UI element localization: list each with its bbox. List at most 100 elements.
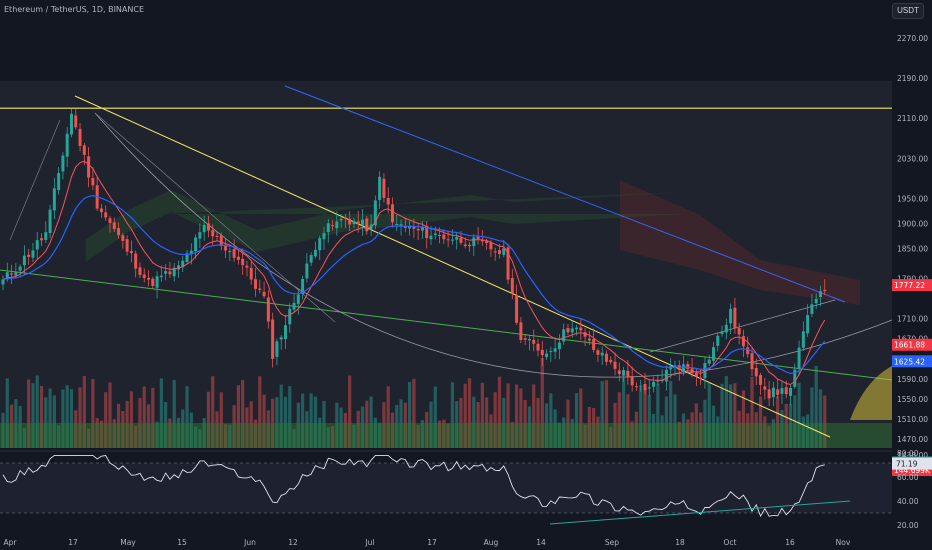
volume-bar: [35, 375, 39, 448]
candle-body: [151, 278, 155, 287]
volume-bar: [446, 423, 450, 448]
time-axis-label: 17: [427, 538, 437, 547]
rsi-tick-label: 20.00: [897, 521, 919, 530]
candle-body: [420, 227, 424, 231]
volume-bar: [489, 414, 493, 448]
candle-body: [164, 271, 168, 274]
volume-bar: [681, 413, 686, 448]
volume-bar: [65, 385, 69, 448]
time-axis-label: Jul: [364, 538, 374, 547]
candle-body: [348, 218, 352, 225]
volume-bar: [493, 392, 497, 448]
candle-body: [455, 236, 459, 240]
candle-body: [215, 235, 219, 238]
volume-bar: [360, 406, 365, 448]
volume-bar: [818, 389, 823, 448]
volume-bar: [823, 395, 827, 448]
volume-bar: [737, 410, 741, 448]
volume-bar: [810, 387, 814, 448]
candle-body: [575, 327, 579, 330]
candle-body: [643, 383, 647, 391]
time-axis-label: 16: [785, 538, 795, 547]
volume-bar: [617, 392, 621, 448]
volume-bar: [87, 428, 91, 448]
candle-body: [476, 236, 480, 239]
candle-body: [450, 239, 454, 241]
volume-bar: [313, 396, 318, 448]
volume-bar: [720, 383, 724, 448]
volume-bar: [271, 398, 275, 448]
volume-bar: [707, 382, 711, 448]
volume-bar: [579, 388, 583, 448]
volume-bar: [570, 418, 574, 448]
volume-bar: [562, 417, 566, 448]
candle-body: [429, 235, 433, 240]
candle-body: [35, 240, 39, 250]
volume-bar: [22, 428, 26, 448]
volume-bar: [408, 381, 412, 448]
volume-bar: [326, 427, 330, 448]
volume-bar: [806, 414, 810, 448]
volume-bar: [553, 409, 557, 448]
channel-line: [284, 85, 846, 303]
ema-slow-line: [2, 194, 826, 375]
candle-body: [540, 349, 544, 356]
candle-body: [125, 239, 129, 252]
volume-bar: [330, 426, 335, 448]
candle-body: [331, 225, 335, 227]
volume-bar: [275, 397, 279, 448]
volume-bar: [613, 402, 617, 448]
volume-bar: [660, 415, 664, 448]
volume-bar: [536, 398, 540, 448]
volume-bar: [151, 387, 155, 448]
candle-body: [515, 295, 519, 323]
candle-body: [91, 178, 95, 186]
volume-bar: [630, 421, 634, 448]
candle-body: [810, 304, 814, 314]
candle-body: [497, 250, 501, 254]
candle-body: [202, 224, 206, 233]
volume-bar: [39, 385, 44, 448]
volume-bar: [168, 418, 172, 448]
volume-bar: [412, 378, 416, 448]
candle-body: [57, 173, 61, 191]
price-label-text: 144.699K: [894, 466, 931, 475]
candle-body: [502, 248, 506, 255]
volume-bar: [425, 411, 429, 448]
price-label-bg: [892, 338, 932, 351]
candle-body: [87, 156, 91, 178]
candle-body: [335, 221, 339, 229]
candle-body: [626, 370, 630, 378]
price-tick-label: 1510.00: [897, 415, 928, 424]
volume-bar: [549, 393, 553, 448]
volume-bar: [532, 384, 536, 448]
candle-body: [746, 347, 750, 355]
rsi-band: [0, 463, 892, 513]
volume-bar: [181, 409, 185, 448]
candle-body: [425, 225, 429, 239]
volume-bar: [301, 393, 305, 448]
candle-body: [185, 253, 189, 262]
candle-body: [44, 232, 48, 241]
candle-body: [198, 232, 202, 239]
volume-bar: [420, 420, 425, 448]
candle-body: [639, 385, 643, 387]
candle-body: [472, 237, 476, 247]
volume-bar: [249, 401, 253, 448]
volume-bar: [527, 406, 532, 448]
volume-bar: [198, 429, 202, 448]
candle-body: [343, 217, 347, 219]
candle-body: [271, 319, 275, 359]
candlesticks: [1, 108, 827, 407]
currency-button[interactable]: USDT: [892, 3, 924, 19]
volume-bar: [138, 398, 142, 448]
volume-bar: [82, 376, 86, 448]
volume-bar: [369, 396, 373, 448]
candle-body: [382, 178, 386, 198]
candle-body: [194, 237, 198, 252]
support-line: [0, 269, 893, 381]
volume-bar: [74, 410, 78, 448]
volume-bar: [31, 383, 35, 448]
volume-bar: [686, 419, 690, 448]
